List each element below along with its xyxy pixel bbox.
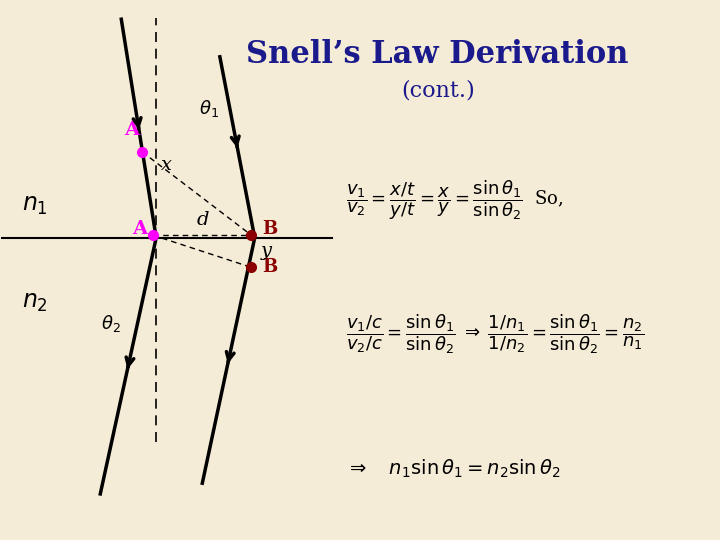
Text: B: B — [262, 220, 277, 238]
Text: d: d — [197, 211, 210, 229]
Text: B: B — [262, 258, 277, 276]
Text: Snell’s Law Derivation: Snell’s Law Derivation — [246, 39, 629, 70]
Text: x: x — [161, 156, 172, 174]
Text: $\theta_1$: $\theta_1$ — [199, 98, 219, 119]
Text: $n_1$: $n_1$ — [22, 194, 48, 217]
Text: $\Rightarrow\quad n_1 \sin\theta_1 = n_2 \sin\theta_2$: $\Rightarrow\quad n_1 \sin\theta_1 = n_2… — [346, 457, 561, 480]
Text: $n_2$: $n_2$ — [22, 291, 48, 314]
Text: $\dfrac{v_1}{v_2} = \dfrac{x/t}{y/t} = \dfrac{x}{y} = \dfrac{\sin\theta_1}{\sin\: $\dfrac{v_1}{v_2} = \dfrac{x/t}{y/t} = \… — [346, 178, 564, 222]
Text: $\dfrac{v_1/c}{v_2/c} = \dfrac{\sin\theta_1}{\sin\theta_2}$$\;\Rightarrow\;\dfra: $\dfrac{v_1/c}{v_2/c} = \dfrac{\sin\thet… — [346, 313, 644, 356]
Text: y: y — [261, 242, 271, 260]
Text: A: A — [132, 220, 148, 238]
Text: $\theta_2$: $\theta_2$ — [101, 313, 120, 334]
Text: A: A — [124, 122, 139, 139]
Text: (cont.): (cont.) — [401, 79, 474, 102]
